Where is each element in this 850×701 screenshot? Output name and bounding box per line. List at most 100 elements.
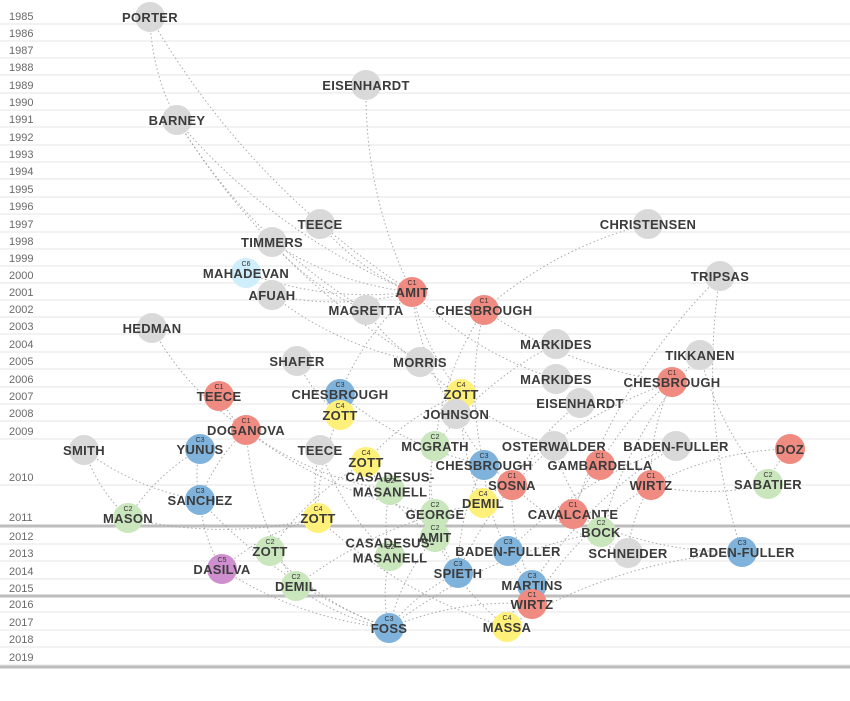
- citation-edge: [151, 327, 247, 431]
- node-circle: [325, 400, 355, 430]
- node-markides04[interactable]: MARKIDES: [520, 329, 592, 359]
- node-christensen[interactable]: CHRISTENSEN: [600, 209, 696, 239]
- node-circle: [282, 346, 312, 376]
- node-label: SABATIER: [734, 477, 802, 492]
- node-circle: [162, 105, 192, 135]
- node-label: MASANELL: [353, 551, 428, 566]
- node-hedman[interactable]: HEDMAN: [123, 313, 182, 343]
- year-label: 2014: [9, 566, 33, 578]
- node-label: YUNUS: [176, 442, 223, 457]
- node-label: SANCHEZ: [168, 493, 233, 508]
- citation-edge: [511, 484, 533, 586]
- node-circle: [207, 554, 237, 584]
- node-circle: [565, 388, 595, 418]
- cluster-tag: C1: [480, 298, 489, 305]
- node-tikkanen[interactable]: TIKKANEN: [665, 340, 735, 370]
- node-circle: [231, 258, 261, 288]
- year-label: 2013: [9, 548, 33, 560]
- year-label: 2017: [9, 617, 33, 629]
- node-badenfuller10[interactable]: BADEN-FULLER: [623, 431, 729, 461]
- citation-edge: [245, 272, 413, 296]
- cluster-tag: C4: [503, 615, 512, 622]
- node-label: CHRISTENSEN: [600, 217, 696, 232]
- node-afuah[interactable]: AFUAH: [249, 280, 296, 310]
- node-label: MORRIS: [393, 355, 447, 370]
- node-circle: [541, 364, 571, 394]
- year-label: 2015: [9, 583, 33, 595]
- citation-edge: [572, 275, 721, 515]
- year-label: 2008: [9, 408, 33, 420]
- cluster-tag: C4: [362, 450, 371, 457]
- node-magretta[interactable]: MAGRETTA: [328, 295, 404, 325]
- node-eisenhardt07[interactable]: EISENHARDT: [536, 388, 624, 418]
- node-circle: [497, 470, 527, 500]
- year-label: 2019: [9, 652, 33, 664]
- cluster-tag: C1: [596, 453, 605, 460]
- citation-edge: [319, 449, 391, 557]
- citation-edge: [271, 241, 413, 293]
- node-osterwalder[interactable]: OSTERWALDER: [502, 431, 606, 461]
- citation-edge: [419, 361, 555, 447]
- node-circle: [351, 447, 381, 477]
- node-label: SHAFER: [269, 354, 325, 369]
- node-johnson[interactable]: JOHNSON: [423, 399, 489, 429]
- node-tripsas[interactable]: TRIPSAS: [691, 261, 749, 291]
- node-label: AFUAH: [249, 288, 296, 303]
- node-markides06[interactable]: MARKIDES: [520, 364, 592, 394]
- year-label: 1986: [9, 28, 33, 40]
- node-morris[interactable]: MORRIS: [393, 347, 447, 377]
- node-barney[interactable]: BARNEY: [149, 105, 206, 135]
- node-timmers[interactable]: TIMMERS: [241, 227, 303, 257]
- cluster-tag: C3: [385, 616, 394, 623]
- node-eisenhardt89[interactable]: EISENHARDT: [322, 70, 410, 100]
- node-shafer[interactable]: SHAFER: [269, 346, 325, 376]
- node-doz[interactable]: DOZ: [775, 434, 805, 464]
- node-teece10[interactable]: TEECE: [298, 435, 343, 465]
- node-porter[interactable]: PORTER: [122, 2, 178, 32]
- cluster-tag: C2: [266, 539, 275, 546]
- node-circle: [257, 280, 287, 310]
- node-teece97[interactable]: TEECE: [298, 209, 343, 239]
- year-label: 2016: [9, 599, 33, 611]
- node-circle: [661, 431, 691, 461]
- year-label: 1994: [9, 166, 33, 178]
- node-circle: [613, 538, 643, 568]
- node-schneider[interactable]: SCHNEIDER: [588, 538, 668, 568]
- node-smith[interactable]: SMITH: [63, 435, 105, 465]
- node-circle: [727, 537, 757, 567]
